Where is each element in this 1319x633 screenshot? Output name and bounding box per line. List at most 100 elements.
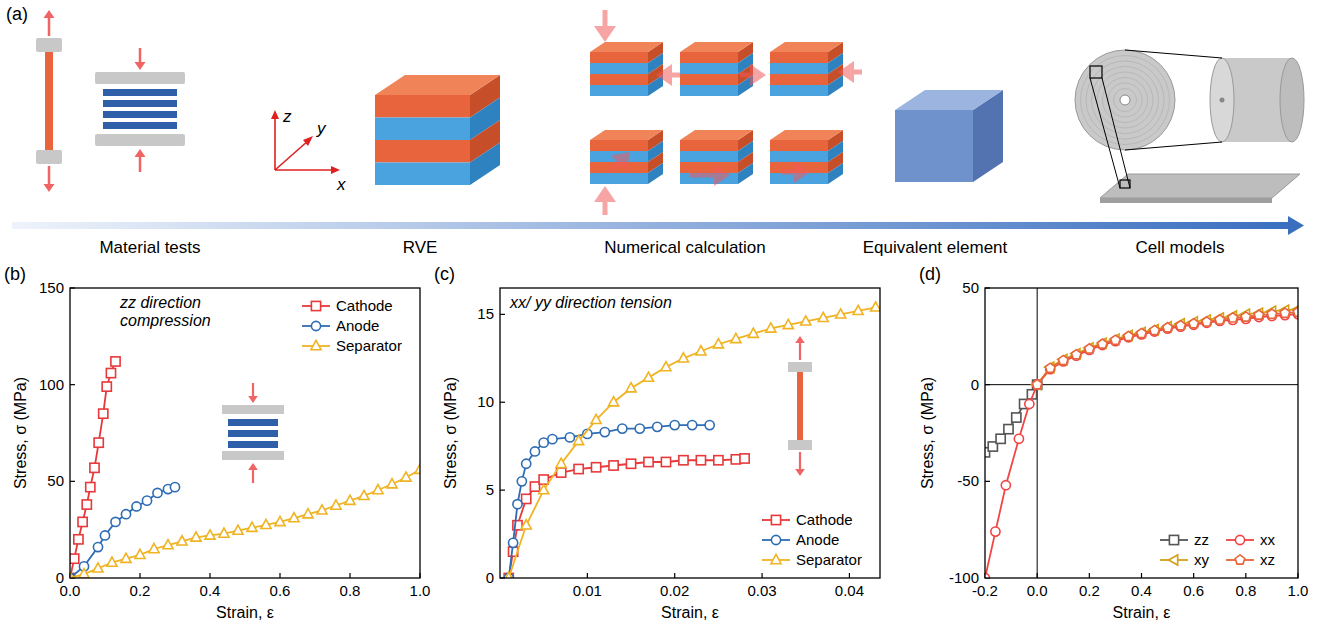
point: [331, 500, 341, 509]
x-tick-label: 0.6: [1183, 582, 1204, 599]
arrow-head: [44, 10, 55, 18]
point: [99, 409, 108, 418]
point: [1267, 309, 1277, 318]
y-tick-label: 50: [47, 472, 64, 489]
plate: [95, 134, 185, 146]
y-tick-label: 15: [477, 305, 494, 322]
cube-side: [648, 163, 663, 184]
text: (a): [6, 4, 28, 24]
point: [191, 532, 201, 541]
x-tick: [761, 573, 762, 578]
point: [317, 505, 327, 514]
flow-head: [1288, 216, 1304, 235]
x-axis-title: Strain, ε: [1113, 604, 1171, 621]
cube-top: [895, 90, 1003, 110]
cube-layer: [770, 52, 828, 63]
point: [247, 522, 257, 531]
point: [219, 528, 229, 537]
axis-head: [303, 136, 313, 146]
x-tick: [587, 573, 588, 578]
point: [93, 542, 102, 551]
point: [111, 357, 120, 366]
point: [1124, 331, 1134, 340]
point: [345, 495, 355, 504]
cube-top: [770, 42, 843, 52]
step-label: Equivalent element: [863, 238, 1008, 257]
figure: (a)xyzMaterial testsRVENumerical calcula…: [0, 0, 1319, 633]
arrow-head: [135, 62, 146, 70]
x-tick-label: 0.2: [1079, 582, 1100, 599]
point: [522, 494, 531, 503]
point: [609, 461, 618, 470]
point: [1202, 317, 1212, 326]
hole: [1220, 98, 1225, 103]
panel-letter: (b): [4, 264, 26, 284]
legend: CathodeAnodeSeparator: [762, 511, 862, 568]
point: [530, 482, 539, 491]
point: [653, 422, 662, 431]
point: [1280, 308, 1290, 317]
cube-layer: [590, 173, 648, 184]
cube-layer: [680, 85, 738, 96]
plot-area: [985, 304, 1298, 578]
point: [142, 496, 151, 505]
x-tick-label: 0.8: [1235, 582, 1256, 599]
cube-top: [590, 130, 663, 140]
point: [359, 490, 369, 499]
cube-layer: [680, 140, 738, 151]
cylinder-end: [1210, 58, 1234, 142]
arrow-shaft: [799, 452, 801, 469]
arrow-shaft: [782, 170, 794, 175]
point: [70, 572, 75, 578]
point: [289, 513, 299, 522]
point: [574, 435, 584, 444]
plot-area: [504, 302, 880, 578]
cube-side: [828, 163, 843, 184]
point: [303, 509, 313, 518]
arrow-shaft: [610, 163, 619, 172]
point: [415, 464, 420, 473]
cube-layer: [680, 151, 738, 162]
x-tick-label: 0.0: [1027, 582, 1048, 599]
y-tick-label: 0: [971, 376, 979, 393]
point: [93, 563, 103, 572]
point: [1014, 434, 1023, 443]
x-tick: [849, 573, 850, 578]
y-tick-label: 10: [477, 393, 494, 410]
cube-layer: [770, 151, 828, 162]
cube-side: [738, 163, 753, 184]
axis-line: [275, 140, 309, 170]
point: [275, 516, 285, 525]
point: [1150, 325, 1160, 334]
legend-label: Anode: [336, 317, 379, 334]
frame: [70, 288, 420, 578]
y-axis-title: Stress, σ (MPa): [12, 377, 29, 489]
y-tick-label: 50: [962, 279, 979, 296]
arrow-head: [795, 469, 805, 476]
cube-side: [828, 75, 843, 96]
grip: [36, 150, 62, 164]
zero-line: [1037, 288, 1038, 578]
cube-layer: [770, 140, 828, 151]
ring: [1108, 83, 1142, 117]
point: [401, 472, 411, 481]
point: [70, 554, 79, 563]
legend-label: xz: [1260, 551, 1275, 568]
point: [1032, 380, 1042, 389]
point: [661, 362, 671, 371]
point: [149, 543, 159, 552]
link: [1125, 50, 1222, 58]
point: [1033, 380, 1042, 389]
point: [678, 353, 688, 362]
point: [387, 479, 397, 488]
arrow-shaft: [690, 173, 714, 178]
point: [696, 346, 706, 355]
point: [1033, 380, 1042, 389]
point: [1025, 399, 1034, 408]
arrow-head: [750, 64, 766, 86]
x-tick-label: 1.0: [1288, 582, 1309, 599]
series-line: [509, 307, 876, 578]
x-axis-title: Strain, ε: [216, 604, 274, 621]
hole: [1120, 95, 1130, 105]
inset-plate: [222, 405, 284, 414]
